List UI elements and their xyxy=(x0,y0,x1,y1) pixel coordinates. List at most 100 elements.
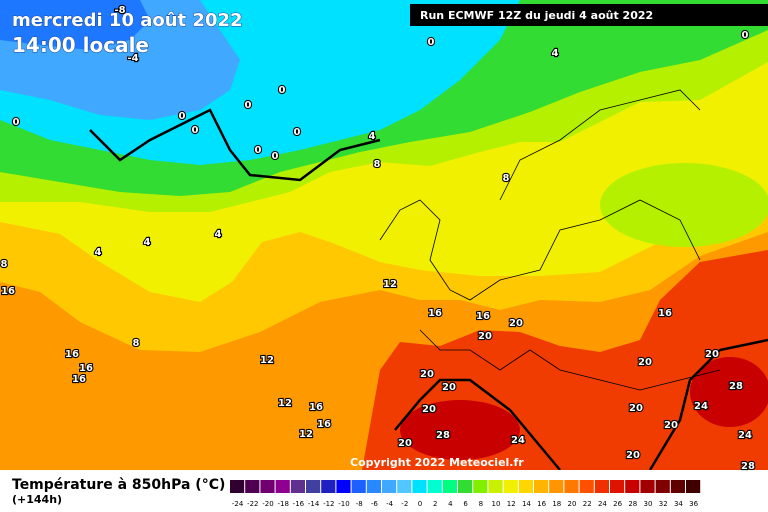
colorbar-swatch xyxy=(488,480,503,493)
colorbar-swatch xyxy=(549,480,564,493)
contour-label: 16 xyxy=(658,308,672,319)
colorbar-swatch xyxy=(594,480,609,493)
colorbar-label: -12 xyxy=(323,500,334,508)
contour-label: 16 xyxy=(72,374,86,385)
colorbar-label: 26 xyxy=(613,500,622,508)
colorbar-label: 6 xyxy=(463,500,468,508)
colorbar-swatch xyxy=(230,480,245,493)
contour-label: 0 xyxy=(294,127,301,138)
contour-label: 20 xyxy=(420,369,434,380)
contour-label: 16 xyxy=(79,363,93,374)
colorbar-label: 24 xyxy=(598,500,607,508)
contour-label: 24 xyxy=(738,430,752,441)
contour-label: -8 xyxy=(114,5,125,16)
contour-label: 28 xyxy=(729,381,743,392)
colorbar-label: 14 xyxy=(522,500,531,508)
zone-dark-red xyxy=(400,400,520,460)
colorbar-swatch xyxy=(640,480,655,493)
map-date: mercredi 10 août 2022 xyxy=(12,10,243,31)
colorbar-swatch xyxy=(534,480,549,493)
contour-label: 0 xyxy=(245,100,252,111)
zone-dark-red xyxy=(690,357,768,427)
colorbar-label: 30 xyxy=(644,500,653,508)
colorbar-swatch xyxy=(610,480,625,493)
contour-label: 4 xyxy=(95,247,102,258)
colorbar-swatch xyxy=(275,480,290,493)
colorbar-label: -4 xyxy=(386,500,394,508)
contour-label: 12 xyxy=(383,279,397,290)
colorbar-swatch xyxy=(458,480,473,493)
contour-label: 20 xyxy=(509,318,523,329)
contour-label: 16 xyxy=(317,419,331,430)
contour-label: 4 xyxy=(552,48,559,59)
colorbar-swatch xyxy=(625,480,640,493)
contour-label: 20 xyxy=(398,438,412,449)
colorbar-swatch xyxy=(366,480,381,493)
colorbar-label: 8 xyxy=(479,500,483,508)
contour-label: 0 xyxy=(272,151,279,162)
contour-label: 24 xyxy=(511,435,525,446)
colorbar-label: 0 xyxy=(418,500,422,508)
colorbar-swatch xyxy=(503,480,518,493)
colorbar-label: 18 xyxy=(552,500,561,508)
contour-label: 20 xyxy=(442,382,456,393)
contour-label: 4 xyxy=(369,131,376,142)
run-info: Run ECMWF 12Z du jeudi 4 août 2022 xyxy=(420,9,653,22)
contour-label: 0 xyxy=(428,37,435,48)
colorbar-swatch xyxy=(351,480,366,493)
contour-label: 20 xyxy=(478,331,492,342)
contour-label: 12 xyxy=(278,398,292,409)
contour-label: -4 xyxy=(127,53,138,64)
colorbar-swatch xyxy=(518,480,533,493)
colorbar-label: -10 xyxy=(338,500,349,508)
colorbar-swatch xyxy=(686,480,701,493)
colorbar-label: 12 xyxy=(507,500,516,508)
colorbar-label: 20 xyxy=(568,500,577,508)
copyright: Copyright 2022 Meteociel.fr xyxy=(350,456,524,469)
contour-label: 12 xyxy=(260,355,274,366)
colorbar-label: -20 xyxy=(262,500,273,508)
contour-label: 0 xyxy=(192,125,199,136)
colorbar-swatch xyxy=(321,480,336,493)
contour-label: 20 xyxy=(664,420,678,431)
colorbar-swatch xyxy=(382,480,397,493)
zone-blue xyxy=(0,0,150,50)
coastline xyxy=(379,89,721,391)
forecast-range: (+144h) xyxy=(12,493,62,506)
colorbar-label: 2 xyxy=(433,500,437,508)
contour-label: 28 xyxy=(436,430,450,441)
contour-label: 0 xyxy=(742,30,749,41)
contour-label: 8 xyxy=(374,159,381,170)
contour-label: 20 xyxy=(705,349,719,360)
contour-label: 16 xyxy=(309,402,323,413)
contour-label: 8 xyxy=(133,338,140,349)
colorbar-label: 16 xyxy=(537,500,546,508)
colorbar-label: 22 xyxy=(583,500,592,508)
contour-label: 4 xyxy=(144,237,151,248)
contour-label: 0 xyxy=(179,111,186,122)
colorbar-swatch xyxy=(260,480,275,493)
colorbar-label: 36 xyxy=(689,500,698,508)
colorbar-swatch xyxy=(245,480,260,493)
contour-label: 20 xyxy=(626,450,640,461)
contour-label: 16 xyxy=(428,308,442,319)
colorbar-label: 32 xyxy=(659,500,668,508)
isotherm-line xyxy=(89,108,768,471)
colorbar-label: 28 xyxy=(628,500,637,508)
colorbar-label: -14 xyxy=(308,500,320,508)
map-time: 14:00 locale xyxy=(12,33,149,57)
colorbar-swatch xyxy=(397,480,412,493)
run-info-box xyxy=(410,4,768,26)
contour-label: 0 xyxy=(255,145,262,156)
colorbar-swatch xyxy=(442,480,457,493)
contour-label: 0 xyxy=(279,85,286,96)
colorbar-swatch xyxy=(290,480,305,493)
contour-label: 8 xyxy=(1,259,8,270)
zone-light-green xyxy=(600,163,768,247)
colorbar-label: -8 xyxy=(356,500,363,508)
colorbar: -24 -22 -20 -18 -16 -14 -12 -10 -8 -6 -4 -2 0 2 4 6 8 10 1… xyxy=(230,480,701,508)
contour-label: 20 xyxy=(422,404,436,415)
contour-label: 8 xyxy=(503,173,510,184)
